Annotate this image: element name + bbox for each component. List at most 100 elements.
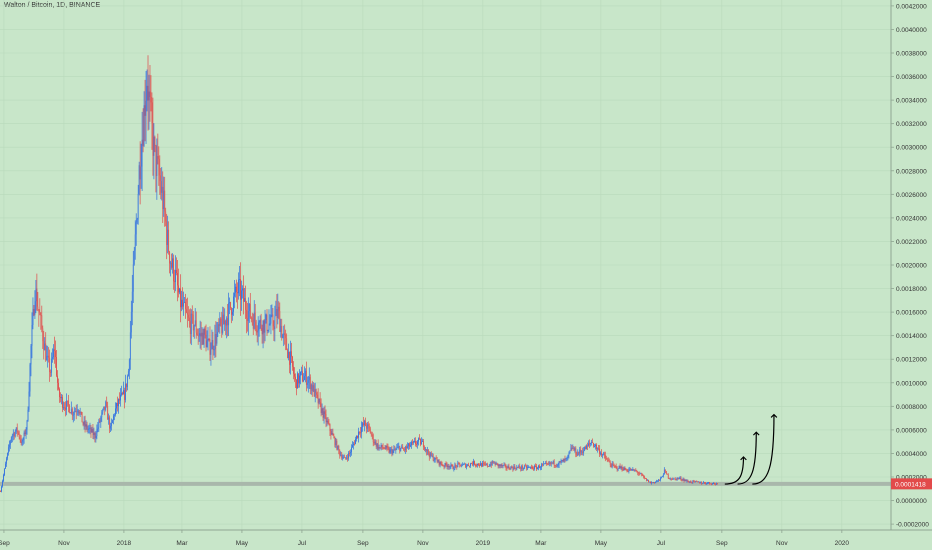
candle-body [498,464,500,467]
candle [344,454,346,458]
candle [387,443,389,451]
candle [300,371,301,385]
candle-body [533,468,534,470]
candle [34,290,36,319]
candle [368,423,370,432]
candle [274,305,276,342]
candle-body [449,466,451,468]
candle-body [302,371,303,382]
candle-body [459,463,461,465]
candle [53,344,54,360]
candle-body [338,445,340,451]
candle-body [320,402,322,413]
candle-body [57,375,58,383]
candle-body [222,314,224,333]
candle-body [434,457,436,461]
candle [405,445,407,454]
candle-body [553,461,555,466]
candle [29,362,31,397]
candle [409,442,410,450]
candle-body [359,431,360,433]
candle [150,75,152,112]
candle-body [466,465,468,468]
candle [158,146,160,186]
candle [379,446,381,450]
candle [110,422,112,433]
candle [17,430,19,435]
chart-title: Walton / Bitcoin, 1D, BINANCE [4,2,101,9]
candle-body [599,452,601,454]
candle-body [615,466,617,467]
candle-body [428,454,430,457]
candle-body [356,435,357,440]
candle-body [501,464,503,467]
candle [622,466,624,471]
candle [591,439,592,446]
candle-body [48,355,50,358]
candle-body [429,452,431,457]
candle [476,463,477,468]
candle-body [450,464,452,467]
candle [395,447,397,454]
candle-body [243,288,244,302]
candle [700,481,702,484]
candle-body [637,471,639,474]
candle [490,461,492,469]
candle-body [693,480,695,482]
candle [268,309,270,333]
candle [275,300,277,317]
candle-body [700,482,702,484]
candle [670,478,672,481]
candle [497,463,499,469]
candle-body [243,298,245,302]
candle [209,326,211,361]
candle-body [159,175,161,182]
candle-body [205,334,207,348]
candle [190,309,192,346]
candle-body [414,441,415,442]
candle [697,481,699,483]
candle [308,367,310,389]
candle-body [522,466,524,469]
candle-body [694,480,696,482]
candle [260,313,262,331]
candle-body [438,459,440,465]
candle [312,382,314,393]
candle [142,108,144,153]
candle [88,424,90,434]
candle [507,464,509,469]
candle [665,470,667,475]
candle [550,461,552,467]
candle [547,461,549,466]
candle-body [464,463,466,465]
candle-body [635,470,637,471]
candle-body [362,423,363,428]
y-axis[interactable]: 0.00420000.00400000.00380000.00360000.00… [891,3,929,529]
candle-body [103,406,105,410]
candle [163,176,165,217]
candle-body [318,398,320,404]
candle-body [572,447,574,449]
candle-body [594,446,595,447]
candle [71,407,73,421]
candle-body [47,355,49,357]
candle-body [232,311,233,315]
candle-body [310,384,312,390]
candle [645,477,647,479]
candle-body [275,309,277,317]
candle [579,446,581,457]
candle-body [253,312,255,329]
candle-body [343,457,345,458]
candle-body [59,388,60,398]
candle-body [524,465,526,469]
candle-body [22,439,24,442]
candle [33,304,35,317]
candle-body [597,448,598,450]
x-axis[interactable]: Sep Nov 2018 Mar May Jul Sep Nov 2019 Mar May Jul Se… [0,530,849,547]
candle [98,418,100,432]
candle-body [5,458,7,464]
candle-body [421,441,422,445]
candle [297,371,298,389]
candle-body [515,468,517,470]
